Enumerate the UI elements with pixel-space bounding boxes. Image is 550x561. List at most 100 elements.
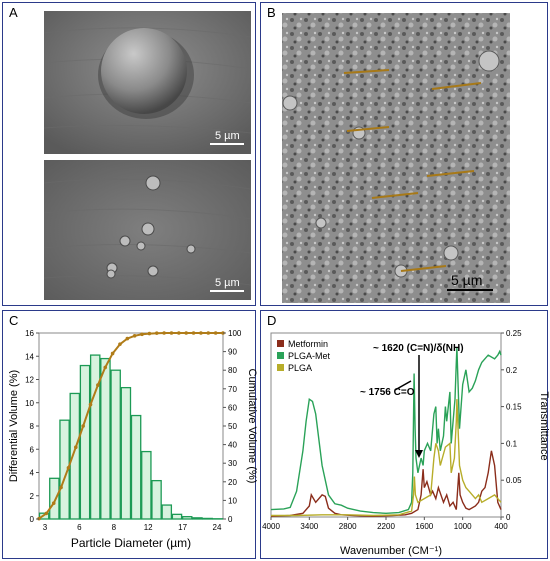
y2-tick-label: 40 xyxy=(228,441,237,450)
panel-d-label: D xyxy=(267,313,277,328)
c-ylabel: Differential Volume (%) xyxy=(8,370,20,482)
panel-b: B 5 µm xyxy=(260,2,548,306)
histogram-bar xyxy=(100,357,111,520)
histogram-bar xyxy=(192,517,203,520)
cumulative-point xyxy=(110,351,115,356)
cumulative-point xyxy=(206,331,211,335)
histogram-bar xyxy=(49,477,60,520)
d-x-tick-label: 400 xyxy=(494,522,508,531)
d-x-tick-label: 3400 xyxy=(300,522,318,531)
y2-tick-label: 90 xyxy=(228,348,237,357)
y2-tick-label: 0 xyxy=(228,515,233,524)
y-tick-label: 0 xyxy=(30,515,35,524)
ftir-chart: 0 0.05 0.1 0.15 0.2 0.25 4000 3400 2800 2200 1600… xyxy=(262,329,549,557)
cumulative-point xyxy=(51,501,56,505)
y2-tick-label: 100 xyxy=(228,329,242,338)
y-tick-label: 6 xyxy=(30,445,35,454)
y-tick-label: 14 xyxy=(25,352,34,361)
cumulative-point xyxy=(66,466,71,470)
series-metformin xyxy=(270,450,502,518)
y-tick-label: 16 xyxy=(25,329,34,338)
scale-bar-bottom-label: 5 µm xyxy=(215,277,240,289)
d-y-tick-label: 0.05 xyxy=(506,476,522,485)
cumulative-point xyxy=(199,331,203,335)
panel-b-label: B xyxy=(267,5,276,20)
panel-d: D 0 0.05 0.1 0.15 0.2 0.25 4000 3400 2800 2200 16… xyxy=(260,310,549,559)
x-tick-label: 3 xyxy=(43,523,48,532)
scale-bar-label: 5 µm xyxy=(451,272,482,288)
legend-metformin: Metformin xyxy=(288,339,328,349)
series-plga-met xyxy=(270,347,502,515)
legend-plga: PLGA xyxy=(288,363,312,373)
y2-tick-label: 80 xyxy=(228,366,237,375)
y-tick-label: 2 xyxy=(30,492,35,501)
x-tick-label: 8 xyxy=(112,523,117,532)
c-y2label: Cumulative Volume (%) xyxy=(246,369,257,484)
histogram-bar xyxy=(141,450,152,520)
d-y-tick-label: 0 xyxy=(506,513,511,522)
histogram-bar xyxy=(59,419,70,520)
d-y-tick-label: 0.1 xyxy=(506,439,518,448)
cumulative-point xyxy=(184,331,188,335)
cumulative-point xyxy=(74,445,78,450)
cumulative-point xyxy=(140,332,144,337)
x-tick-label: 12 xyxy=(144,523,153,532)
cumulative-point xyxy=(44,511,49,516)
y-tick-label: 10 xyxy=(25,399,34,408)
legend-plga-met: PLGA-Met xyxy=(288,351,331,361)
d-x-tick-label: 1600 xyxy=(415,522,433,531)
y-tick-label: 12 xyxy=(25,376,34,385)
x-tick-label: 17 xyxy=(178,523,187,532)
panel-c-label: C xyxy=(9,313,19,328)
y2-tick-label: 30 xyxy=(228,459,237,468)
legend: Metformin PLGA-Met PLGA xyxy=(277,339,331,373)
d-x-tick-label: 1000 xyxy=(454,522,472,531)
scale-bar-top-label: 5 µm xyxy=(215,130,240,142)
annotation-1620-arrowhead xyxy=(415,450,423,458)
series-plga xyxy=(271,399,502,517)
y2-tick-label: 60 xyxy=(228,403,237,412)
y2-tick-label: 20 xyxy=(228,478,237,487)
cumulative-point xyxy=(96,383,100,387)
cumulative-point xyxy=(191,331,196,335)
annotation-1756: ~ 1756 C=O xyxy=(360,387,415,398)
y2-tick-label: 10 xyxy=(228,496,237,505)
cumulative-point xyxy=(147,331,152,336)
cumulative-point xyxy=(81,424,85,428)
annotation-1620: ~ 1620 (C=N)/δ(NH) xyxy=(373,343,464,354)
histogram-bar xyxy=(161,504,173,520)
histogram-bar xyxy=(181,516,193,520)
d-x-tick-label: 2800 xyxy=(339,522,357,531)
cumulative-point xyxy=(169,331,174,335)
cumulative-point xyxy=(154,331,159,335)
y2-tick-label: 70 xyxy=(228,385,237,394)
histogram-bar xyxy=(79,364,91,520)
histogram-bar xyxy=(130,414,142,520)
histogram-bar xyxy=(110,369,121,520)
x-tick-label: 24 xyxy=(213,523,222,532)
cumulative-point xyxy=(125,336,130,341)
cumulative-point xyxy=(162,331,166,335)
x-tick-label: 6 xyxy=(77,523,82,532)
cumulative-point xyxy=(177,331,181,335)
legend-swatch-plga xyxy=(277,364,284,371)
cumulative-point xyxy=(213,331,218,335)
d-y-tick-label: 0.15 xyxy=(506,403,522,412)
y-tick-label: 8 xyxy=(30,422,35,431)
histogram-bar xyxy=(151,479,162,520)
histogram-bar xyxy=(120,386,132,520)
histogram-bar xyxy=(171,513,183,520)
cumulative-point xyxy=(59,485,63,490)
panel-a-label: A xyxy=(9,5,18,20)
d-xlabel: Wavenumber (CM⁻¹) xyxy=(340,545,442,557)
annotation-1756-arrow xyxy=(394,380,412,391)
histogram-bar xyxy=(202,517,213,520)
d-x-tick-label: 4000 xyxy=(262,522,280,531)
d-x-tick-label: 2200 xyxy=(377,522,395,531)
cumulative-point xyxy=(88,402,93,407)
d-y-tick-label: 0.25 xyxy=(506,329,522,338)
histogram-bar xyxy=(89,354,101,520)
cumulative-point xyxy=(103,365,108,370)
legend-swatch-plga-met xyxy=(277,352,284,359)
